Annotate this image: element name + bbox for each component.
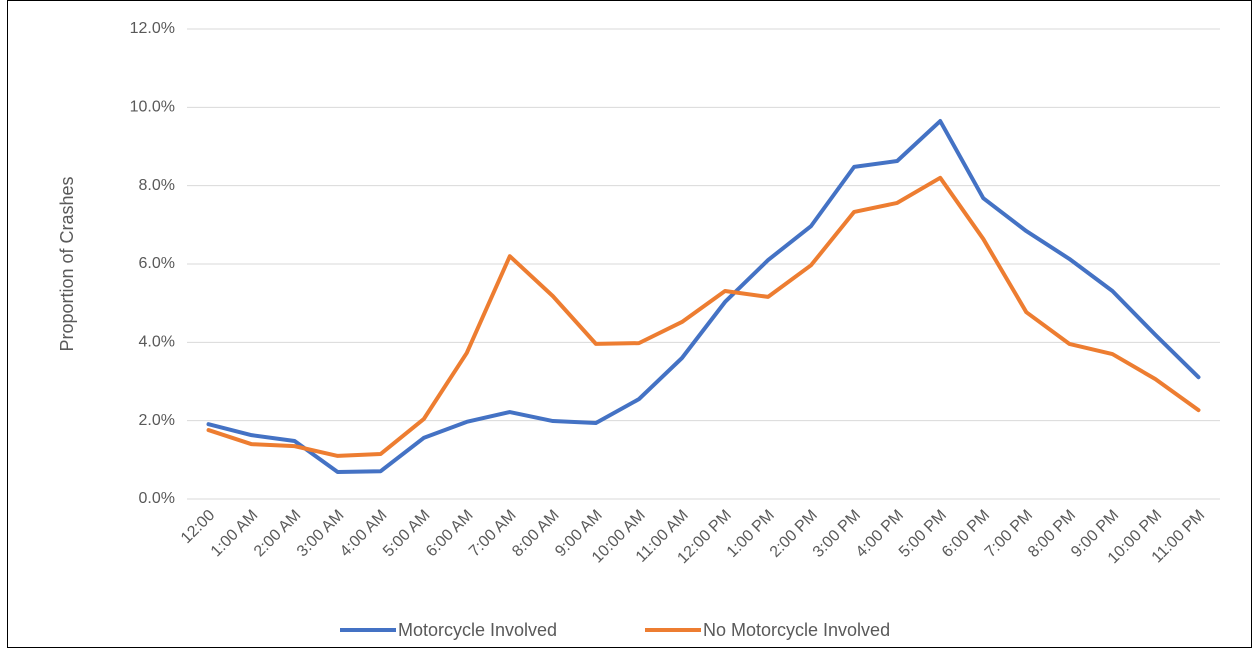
x-tick-label: 12:00 [178, 507, 218, 547]
y-tick-label: 2.0% [139, 412, 175, 429]
y-tick-label: 0.0% [139, 490, 175, 507]
y-tick-label: 6.0% [139, 255, 175, 272]
x-tick-label: 4:00 AM [337, 507, 391, 561]
y-tick-label: 8.0% [139, 177, 175, 194]
y-tick-label: 12.0% [130, 20, 175, 37]
x-tick-label: 2:00 AM [251, 507, 305, 561]
y-axis-label: Proportion of Crashes [57, 176, 77, 351]
legend-label: No Motorcycle Involved [703, 620, 890, 640]
y-tick-label: 10.0% [130, 99, 175, 116]
x-tick-label: 6:00 AM [423, 507, 477, 561]
chart-border [7, 0, 1252, 648]
x-tick-label: 1:00 AM [208, 507, 262, 561]
x-tick-label: 8:00 AM [509, 507, 563, 561]
legend-label: Motorcycle Involved [398, 620, 557, 640]
x-tick-label: 7:00 AM [466, 507, 520, 561]
series-line [206, 119, 1201, 474]
x-tick-label: 3:00 AM [294, 507, 348, 561]
x-tick-label: 5:00 AM [380, 507, 434, 561]
series-line [206, 175, 1201, 458]
y-tick-label: 4.0% [139, 334, 175, 351]
